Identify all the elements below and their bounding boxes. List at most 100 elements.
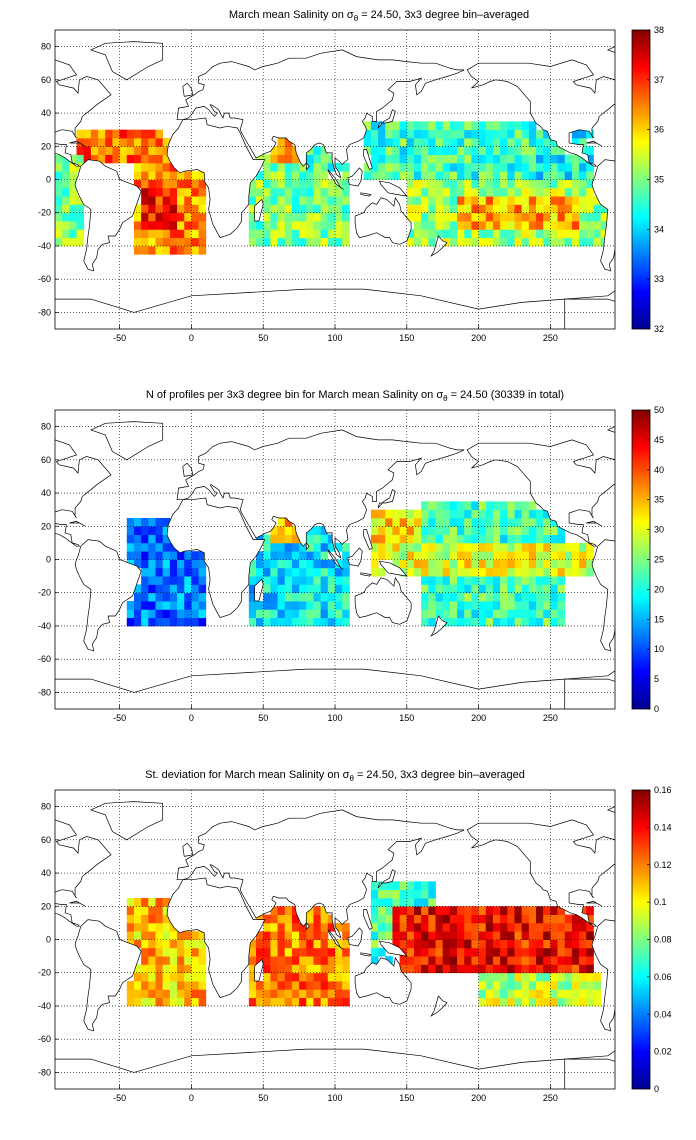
heatmap-cell <box>148 542 156 552</box>
heatmap-cell <box>191 956 199 965</box>
heatmap-cell <box>586 237 594 247</box>
heatmap-cell <box>413 964 422 974</box>
heatmap-cell <box>421 576 429 585</box>
heatmap-cell <box>500 154 508 164</box>
heatmap-cell <box>284 609 293 619</box>
heatmap-cell <box>198 196 207 205</box>
heatmap-cell <box>62 221 70 230</box>
heatmap-cell <box>557 939 566 949</box>
heatmap-cell <box>471 204 479 214</box>
heatmap-cell <box>191 981 199 990</box>
heatmap-cell <box>155 609 164 619</box>
heatmap-cell <box>571 204 580 214</box>
heatmap-cell <box>571 171 580 180</box>
heatmap-cell <box>141 534 149 544</box>
heatmap-cell <box>162 237 171 247</box>
heatmap-cell <box>133 542 142 552</box>
heatmap-cell <box>457 237 465 247</box>
heatmap-cell <box>284 922 293 932</box>
heatmap-cell <box>543 187 551 197</box>
heatmap-cell <box>464 534 472 544</box>
salinity-heatmap <box>55 121 609 255</box>
y-tick-label: -20 <box>38 588 51 598</box>
heatmap-cell <box>133 154 142 164</box>
heatmap-cell <box>550 229 558 239</box>
heatmap-cell <box>536 989 544 999</box>
heatmap-cell <box>600 212 609 222</box>
heatmap-cell <box>105 154 113 164</box>
heatmap-cell <box>133 617 142 627</box>
heatmap-cell <box>299 956 307 965</box>
heatmap-cell <box>428 601 436 610</box>
heatmap-cell <box>571 972 580 982</box>
heatmap-cell <box>471 584 479 594</box>
heatmap-cell <box>593 237 602 247</box>
heatmap-cell <box>370 121 379 131</box>
heatmap-cell <box>528 237 537 247</box>
heatmap-cell <box>133 212 142 222</box>
colorbar-tick-label: 0 <box>654 1084 659 1094</box>
heatmap-cell <box>277 171 286 180</box>
heatmap-cell <box>442 179 451 189</box>
heatmap-cell <box>148 947 156 957</box>
heatmap-cell <box>263 534 271 544</box>
heatmap-cell <box>485 997 494 1007</box>
heatmap-cell <box>69 212 77 222</box>
heatmap-cell <box>471 179 479 189</box>
coastline <box>182 82 194 97</box>
heatmap-cell <box>277 137 286 147</box>
heatmap-cell <box>248 981 257 990</box>
heatmap-cell <box>514 947 523 957</box>
heatmap-cell <box>270 576 278 585</box>
heatmap-cell <box>557 584 566 594</box>
heatmap-cell <box>492 972 501 982</box>
heatmap-cell <box>291 171 300 180</box>
heatmap-cell <box>485 237 494 247</box>
heatmap-cell <box>514 576 523 585</box>
heatmap-cell <box>514 542 523 552</box>
heatmap-cell <box>435 922 444 932</box>
heatmap-cell <box>449 179 458 189</box>
heatmap-cell <box>557 617 566 627</box>
heatmap-cell <box>270 221 278 230</box>
heatmap-cell <box>543 509 551 519</box>
heatmap-cell <box>435 129 444 139</box>
heatmap-cell <box>62 229 70 239</box>
heatmap-cell <box>478 221 487 230</box>
heatmap-cell <box>557 221 566 230</box>
heatmap-cell <box>514 584 523 594</box>
heatmap-cell <box>169 212 178 222</box>
heatmap-cell <box>342 609 350 619</box>
heatmap-cell <box>528 229 537 239</box>
heatmap-cell <box>478 526 487 535</box>
heatmap-cell <box>449 914 458 924</box>
heatmap-cell <box>141 906 149 915</box>
heatmap-cell <box>126 526 135 535</box>
heatmap-cell <box>162 989 171 999</box>
heatmap-cell <box>169 229 178 239</box>
heatmap-cell <box>62 171 70 180</box>
heatmap-cell <box>543 939 551 949</box>
heatmap-cell <box>564 947 573 957</box>
heatmap-cell <box>155 906 164 915</box>
heatmap-cell <box>327 989 336 999</box>
heatmap-cell <box>543 989 551 999</box>
heatmap-cell <box>478 592 487 602</box>
heatmap-cell <box>557 146 566 155</box>
heatmap-cell <box>370 526 379 535</box>
heatmap-cell <box>162 551 171 560</box>
heatmap-cell <box>550 137 558 147</box>
heatmap-cell <box>428 956 436 965</box>
heatmap-cell <box>370 137 379 147</box>
heatmap-cell <box>198 989 207 999</box>
heatmap-cell <box>406 947 415 957</box>
heatmap-cell <box>55 162 63 172</box>
heatmap-cell <box>500 939 508 949</box>
heatmap-cell <box>148 229 156 239</box>
heatmap-cell <box>557 601 566 610</box>
heatmap-cell <box>399 881 408 891</box>
heatmap-cell <box>277 989 286 999</box>
heatmap-cell <box>500 221 508 230</box>
heatmap-cell <box>435 931 444 940</box>
heatmap-cell <box>162 997 171 1007</box>
